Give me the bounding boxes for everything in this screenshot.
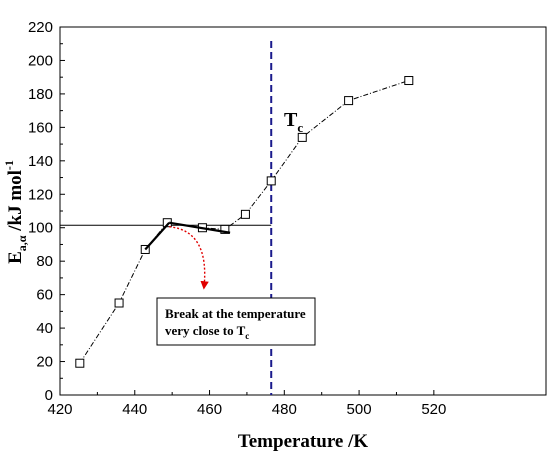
annotation-line2-main: very close to T bbox=[165, 323, 246, 338]
y-axis-title-main: E bbox=[5, 251, 26, 264]
y-tick-label: 160 bbox=[28, 119, 53, 136]
x-tick-label: 480 bbox=[272, 401, 297, 418]
data-point-marker bbox=[344, 96, 354, 106]
x-tick-label: 420 bbox=[47, 401, 72, 418]
tc-label: Tc bbox=[284, 109, 303, 135]
data-series-group bbox=[75, 76, 414, 368]
y-axis-title: Ea,α /kJ mol-1 bbox=[2, 160, 29, 264]
annotation-line2: very close to Tc bbox=[165, 323, 249, 341]
data-point-marker bbox=[404, 76, 414, 86]
annotation-arrow-group bbox=[169, 226, 209, 290]
y-tick-label: 200 bbox=[28, 52, 53, 69]
y-tick-label: 180 bbox=[28, 86, 53, 103]
y-tick-label: 80 bbox=[36, 253, 53, 270]
y-tick-label: 100 bbox=[28, 220, 53, 237]
annotation-line1: Break at the temperature bbox=[165, 306, 306, 321]
axis-ticks: 420 440 460 480 500 520 0 20 40 60 80 100 120 140 160 1… bbox=[28, 19, 446, 418]
y-axis-title-sup: -1 bbox=[2, 160, 16, 170]
tc-label-main: T bbox=[284, 109, 298, 131]
y-tick-label: 120 bbox=[28, 186, 53, 203]
annotation-box-frame bbox=[156, 297, 316, 346]
data-point-marker bbox=[266, 176, 276, 186]
y-axis-title-sub: a,α bbox=[15, 235, 29, 251]
annotation-box: Break at the temperature very close to T… bbox=[156, 297, 316, 346]
break-fit-segment bbox=[144, 221, 170, 251]
break-segments-group bbox=[144, 221, 231, 251]
y-tick-label: 20 bbox=[36, 354, 53, 371]
data-point-marker bbox=[240, 209, 250, 219]
data-point-marker bbox=[114, 298, 124, 308]
y-axis-title-rest: /kJ mol bbox=[5, 170, 26, 235]
y-tick-label: 140 bbox=[28, 153, 53, 170]
x-tick-label: 520 bbox=[421, 401, 446, 418]
x-tick-label: 500 bbox=[347, 401, 372, 418]
y-tick-label: 0 bbox=[45, 387, 53, 404]
y-tick-label: 40 bbox=[36, 320, 53, 337]
annotation-arrow bbox=[169, 226, 209, 290]
data-point-marker bbox=[297, 132, 307, 142]
x-tick-label: 440 bbox=[122, 401, 147, 418]
tc-label-sub: c bbox=[297, 120, 303, 135]
annotation-line2-sub: c bbox=[245, 331, 249, 341]
break-fit-segment bbox=[168, 221, 231, 234]
y-tick-label: 220 bbox=[28, 19, 53, 36]
data-point-marker bbox=[220, 224, 230, 234]
x-tick-label: 460 bbox=[197, 401, 222, 418]
y-tick-label: 60 bbox=[36, 287, 53, 304]
data-point-marker bbox=[75, 358, 85, 368]
x-axis-title: Temperature /K bbox=[238, 431, 369, 452]
